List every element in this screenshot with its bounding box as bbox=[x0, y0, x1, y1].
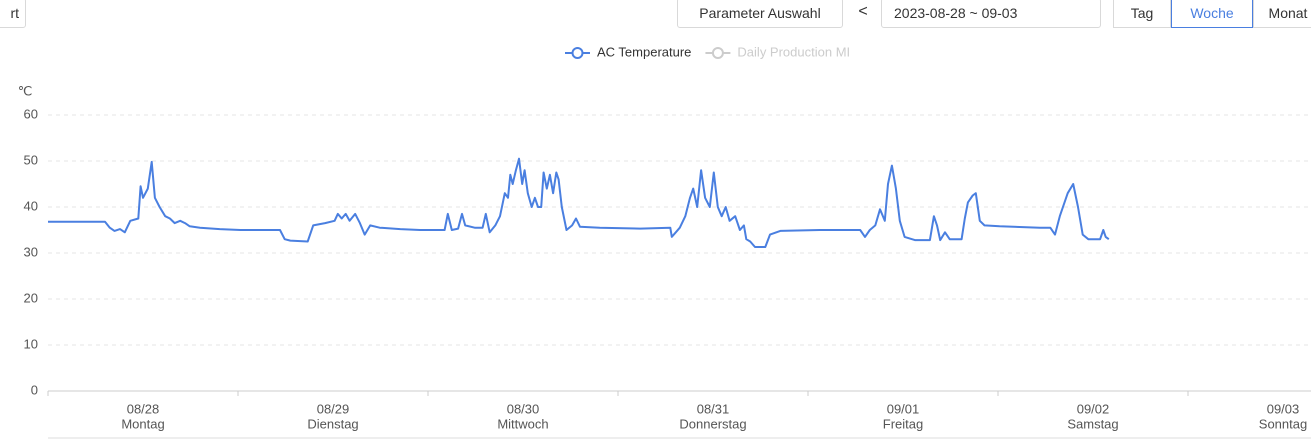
x-tick-weekday: Dienstag bbox=[307, 416, 358, 431]
y-tick-label: 50 bbox=[24, 152, 38, 167]
x-tick-label: 08/29 bbox=[317, 401, 350, 416]
x-tick-label: 09/02 bbox=[1077, 401, 1110, 416]
x-tick-weekday: Freitag bbox=[883, 416, 923, 431]
y-tick-label: 10 bbox=[24, 336, 38, 351]
x-tick-label: 09/01 bbox=[887, 401, 920, 416]
x-tick-weekday: Donnerstag bbox=[679, 416, 746, 431]
y-unit: ℃ bbox=[18, 83, 33, 98]
x-tick-label: 08/28 bbox=[127, 401, 160, 416]
x-tick-label: 08/31 bbox=[697, 401, 730, 416]
x-tick-weekday: Sonntag bbox=[1259, 416, 1307, 431]
date-range-input[interactable]: 2023-08-28 ~ 09-03 bbox=[881, 0, 1101, 28]
y-tick-label: 0 bbox=[31, 382, 38, 397]
parameter-button[interactable]: Parameter Auswahl bbox=[677, 0, 843, 28]
x-tick-label: 08/30 bbox=[507, 401, 540, 416]
legend-icon bbox=[711, 47, 724, 59]
x-tick-label: 09/03 bbox=[1267, 401, 1300, 416]
y-tick-label: 20 bbox=[24, 290, 38, 305]
y-tick-label: 40 bbox=[24, 198, 38, 213]
legend-icon bbox=[571, 47, 584, 59]
y-tick-label: 60 bbox=[24, 106, 38, 121]
prev-button[interactable]: < bbox=[850, 0, 876, 28]
x-tick-weekday: Samstag bbox=[1067, 416, 1118, 431]
x-tick-weekday: Montag bbox=[121, 416, 164, 431]
left-button[interactable]: rt bbox=[0, 0, 26, 28]
x-tick-weekday: Mittwoch bbox=[497, 416, 548, 431]
legend-label: Daily Production MI bbox=[737, 44, 850, 59]
period-tab[interactable]: Woche bbox=[1171, 0, 1253, 28]
period-tab[interactable]: Monat bbox=[1253, 0, 1311, 28]
period-tab[interactable]: Tag bbox=[1113, 0, 1171, 28]
y-tick-label: 30 bbox=[24, 244, 38, 259]
legend-label: AC Temperature bbox=[597, 44, 691, 59]
data-line bbox=[48, 157, 1110, 248]
